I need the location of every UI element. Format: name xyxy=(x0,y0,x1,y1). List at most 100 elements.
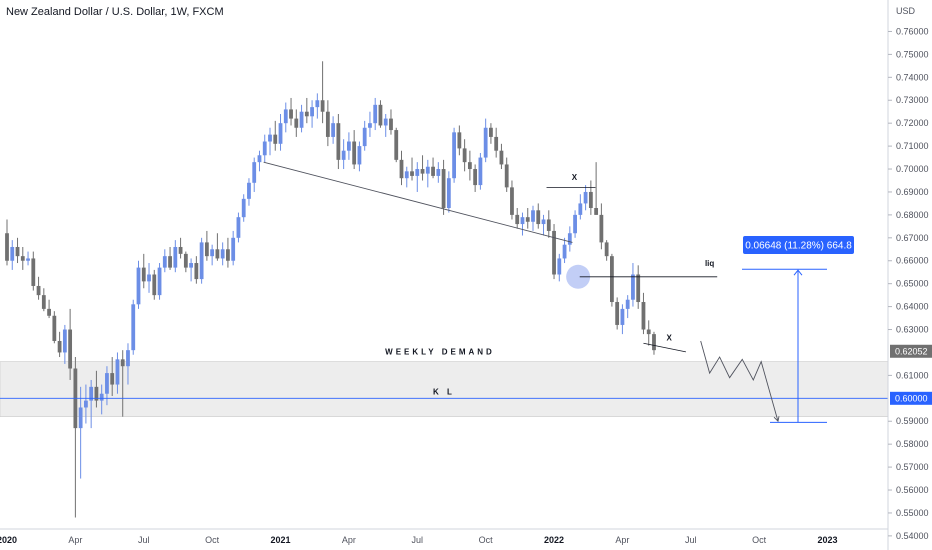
candle-body xyxy=(515,214,520,225)
candle-body xyxy=(610,256,614,303)
candle-body xyxy=(462,148,467,163)
candle-body xyxy=(383,118,388,126)
candle xyxy=(183,251,188,273)
candle-body xyxy=(20,256,25,261)
candle xyxy=(489,123,493,144)
candle xyxy=(215,233,220,261)
candle-body xyxy=(178,246,183,254)
candle xyxy=(599,203,604,250)
candle xyxy=(531,205,535,231)
trendline xyxy=(263,161,573,243)
candle xyxy=(257,150,262,172)
candle-body xyxy=(231,237,236,261)
candle xyxy=(504,157,509,192)
price-tick-label: 0.75000 xyxy=(896,49,929,59)
candle-body xyxy=(220,249,225,259)
kl-label: K L xyxy=(433,387,455,396)
time-tick-label: 2022 xyxy=(544,535,564,545)
candle xyxy=(168,246,172,270)
candle xyxy=(120,350,125,417)
candle-body xyxy=(5,233,9,261)
candle-body xyxy=(57,340,62,353)
price-tick-label: 0.54000 xyxy=(896,531,929,541)
candle-body xyxy=(15,246,20,257)
candle-body xyxy=(494,136,499,151)
candle-body xyxy=(415,169,420,176)
candle-body xyxy=(89,386,94,401)
candle-body xyxy=(278,123,283,144)
candle xyxy=(336,114,341,170)
candle xyxy=(157,263,162,300)
candle xyxy=(341,139,346,170)
candle xyxy=(41,288,46,312)
candle-body xyxy=(210,249,215,257)
price-tick-label: 0.68000 xyxy=(896,210,929,220)
price-tick-label: 0.61000 xyxy=(896,370,929,380)
time-tick-label: Jul xyxy=(138,535,150,545)
candle xyxy=(536,203,541,229)
candle-body xyxy=(331,123,336,137)
candle xyxy=(189,258,193,282)
candle-body xyxy=(347,141,351,151)
time-tick-label: Oct xyxy=(479,535,494,545)
candle xyxy=(641,292,646,335)
candle xyxy=(473,164,478,192)
x-top-label: X xyxy=(572,173,578,182)
candle xyxy=(52,311,57,344)
candle xyxy=(199,237,204,284)
candle-body xyxy=(520,217,525,225)
projection-arrowhead xyxy=(773,416,780,423)
candle xyxy=(220,242,225,266)
price-tick-label: 0.55000 xyxy=(896,508,929,518)
candle-body xyxy=(189,263,193,268)
candle-body xyxy=(636,274,641,303)
price-tick-label: 0.73000 xyxy=(896,95,929,105)
candle-body xyxy=(257,155,262,163)
candle xyxy=(15,237,20,264)
candle xyxy=(525,208,530,229)
candle xyxy=(446,171,451,213)
candle-body xyxy=(26,258,30,261)
candle xyxy=(147,263,151,293)
time-tick-label: Oct xyxy=(205,535,220,545)
candle xyxy=(236,212,241,243)
candle xyxy=(320,61,325,124)
candle-body xyxy=(473,169,478,186)
time-tick-label: Apr xyxy=(342,535,356,545)
candle-body xyxy=(94,386,99,401)
candle-body xyxy=(410,171,414,176)
price-tick-label: 0.71000 xyxy=(896,141,929,151)
candle xyxy=(573,210,577,238)
candle xyxy=(210,244,215,266)
candle-body xyxy=(431,166,435,176)
candle xyxy=(425,159,430,188)
candle-body xyxy=(604,242,609,257)
candle xyxy=(294,109,299,137)
candle xyxy=(352,130,357,170)
candle-body xyxy=(141,267,146,282)
candle xyxy=(204,230,209,261)
candle xyxy=(415,162,420,192)
candle xyxy=(394,127,399,163)
candle xyxy=(652,331,656,355)
time-tick-label: Apr xyxy=(615,535,629,545)
candle xyxy=(78,386,83,479)
candle-body xyxy=(283,109,288,124)
candle xyxy=(610,253,614,307)
candle xyxy=(457,125,462,156)
candle-body xyxy=(115,359,120,385)
candle xyxy=(20,246,25,270)
price-tick-label: 0.65000 xyxy=(896,279,929,289)
candle-body xyxy=(573,214,577,234)
candle xyxy=(378,100,383,128)
liquidity-circle xyxy=(566,264,591,289)
candle xyxy=(162,249,167,273)
time-tick-label: 2021 xyxy=(271,535,291,545)
candle xyxy=(478,152,483,190)
measure-arrowhead xyxy=(793,269,803,276)
candle xyxy=(594,162,599,215)
candle xyxy=(194,256,199,284)
candle-body xyxy=(341,150,346,160)
candle xyxy=(636,265,641,309)
